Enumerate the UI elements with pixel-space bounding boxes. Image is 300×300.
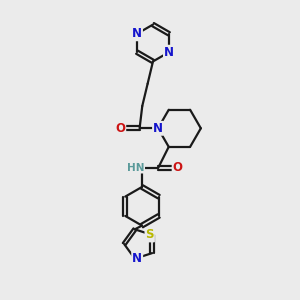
Text: S: S	[146, 228, 154, 242]
Text: N: N	[164, 46, 174, 59]
Text: O: O	[115, 122, 125, 135]
Text: N: N	[153, 122, 163, 135]
Text: N: N	[132, 252, 142, 265]
Text: HN: HN	[127, 163, 144, 172]
Text: N: N	[132, 27, 142, 40]
Text: O: O	[172, 161, 183, 174]
